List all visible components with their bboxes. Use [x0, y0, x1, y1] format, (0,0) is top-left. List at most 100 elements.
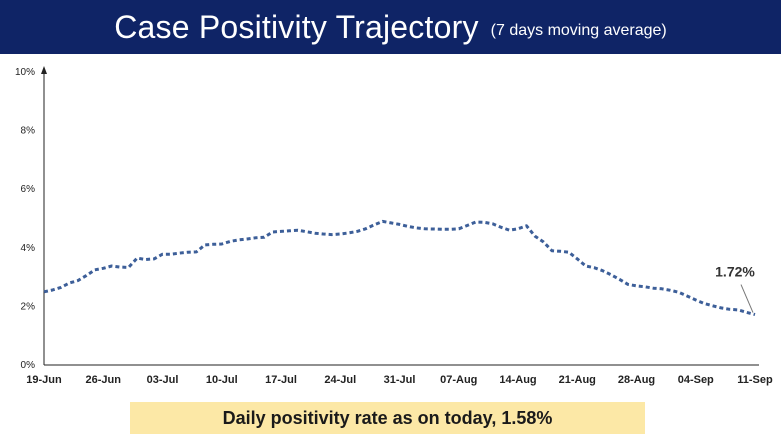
- y-tick-label: 8%: [21, 126, 36, 137]
- data-point: [602, 270, 604, 272]
- end-value-annotation: 1.72%: [715, 264, 755, 280]
- data-point: [712, 305, 714, 307]
- data-point: [255, 237, 257, 239]
- chart-subtitle: (7 days moving average): [490, 22, 667, 39]
- data-point: [517, 228, 519, 230]
- data-point: [246, 238, 248, 240]
- data-point: [68, 282, 70, 284]
- x-tick-label: 14-Aug: [499, 374, 536, 386]
- x-tick-label: 26-Jun: [86, 374, 122, 386]
- data-point: [636, 285, 638, 287]
- data-point: [305, 231, 307, 233]
- data-point: [297, 229, 299, 231]
- data-point: [559, 250, 561, 252]
- positivity-series-line: [43, 219, 756, 317]
- data-point: [170, 253, 172, 255]
- data-point: [229, 240, 231, 242]
- data-point: [365, 228, 367, 230]
- data-point: [593, 267, 595, 269]
- x-tick-label: 21-Aug: [559, 374, 596, 386]
- data-point: [43, 291, 45, 293]
- data-point: [509, 229, 511, 231]
- x-tick-label: 19-Jun: [26, 374, 62, 386]
- x-tick-label: 31-Jul: [384, 374, 416, 386]
- data-point: [466, 225, 468, 227]
- data-point: [661, 288, 663, 290]
- data-point: [52, 289, 54, 291]
- data-point: [729, 308, 731, 310]
- data-point: [449, 228, 451, 230]
- y-tick-label: 10%: [15, 67, 35, 78]
- data-point: [703, 303, 705, 305]
- data-point: [212, 243, 214, 245]
- data-point: [339, 233, 341, 235]
- data-point: [263, 236, 265, 238]
- data-point: [551, 250, 553, 252]
- data-point: [314, 232, 316, 234]
- data-point: [356, 230, 358, 232]
- data-point: [204, 244, 206, 246]
- data-point: [373, 224, 375, 226]
- data-point: [399, 223, 401, 225]
- data-point: [331, 234, 333, 236]
- data-point: [500, 226, 502, 228]
- data-point: [128, 266, 130, 268]
- positivity-line-chart: 0% 2% 4% 6% 8% 10% 19-Jun 26-Jun 03-Jul 10-Jul 17-…: [15, 66, 773, 386]
- data-point: [526, 225, 528, 227]
- data-point: [382, 220, 384, 222]
- data-point: [534, 235, 536, 237]
- y-tick-label: 6%: [21, 184, 36, 195]
- data-point: [280, 230, 282, 232]
- data-point: [272, 231, 274, 233]
- data-point: [322, 233, 324, 235]
- data-point: [102, 267, 104, 269]
- data-point: [652, 287, 654, 289]
- x-tick-label: 04-Sep: [678, 374, 714, 386]
- data-point: [627, 283, 629, 285]
- data-point: [441, 228, 443, 230]
- data-point: [737, 309, 739, 311]
- data-point: [483, 221, 485, 223]
- x-tick-label: 28-Aug: [618, 374, 655, 386]
- data-point: [195, 251, 197, 253]
- data-point: [542, 241, 544, 243]
- data-point: [77, 280, 79, 282]
- data-point: [432, 228, 434, 230]
- data-point: [746, 311, 748, 313]
- data-point: [720, 307, 722, 309]
- x-tick-label: 24-Jul: [324, 374, 356, 386]
- data-point: [585, 265, 587, 267]
- data-point: [686, 295, 688, 297]
- y-tick-label: 2%: [21, 301, 36, 312]
- x-tick-label: 11-Sep: [737, 374, 773, 386]
- title-bar: Case Positivity Trajectory (7 days movin…: [0, 0, 781, 54]
- data-point: [94, 269, 96, 271]
- data-point: [60, 286, 62, 288]
- data-point: [390, 222, 392, 224]
- data-point: [754, 314, 756, 316]
- data-point: [695, 299, 697, 301]
- data-point: [162, 253, 164, 255]
- chart-title: Case Positivity Trajectory: [114, 8, 479, 45]
- data-point: [348, 232, 350, 234]
- data-point: [85, 275, 87, 277]
- data-point: [289, 230, 291, 232]
- data-point: [178, 252, 180, 254]
- data-point: [187, 251, 189, 253]
- data-point: [610, 274, 612, 276]
- y-tick-label: 0%: [21, 360, 36, 371]
- data-point: [407, 225, 409, 227]
- data-point: [568, 251, 570, 253]
- data-point: [669, 289, 671, 291]
- data-point: [492, 223, 494, 225]
- x-tick-label: 03-Jul: [147, 374, 179, 386]
- x-tick-label: 07-Aug: [440, 374, 477, 386]
- data-point: [415, 227, 417, 229]
- data-point: [221, 243, 223, 245]
- data-point: [458, 228, 460, 230]
- data-point: [153, 258, 155, 260]
- data-point: [619, 278, 621, 280]
- data-point: [145, 259, 147, 261]
- annotation-leader-line: [740, 284, 754, 313]
- data-point: [576, 258, 578, 260]
